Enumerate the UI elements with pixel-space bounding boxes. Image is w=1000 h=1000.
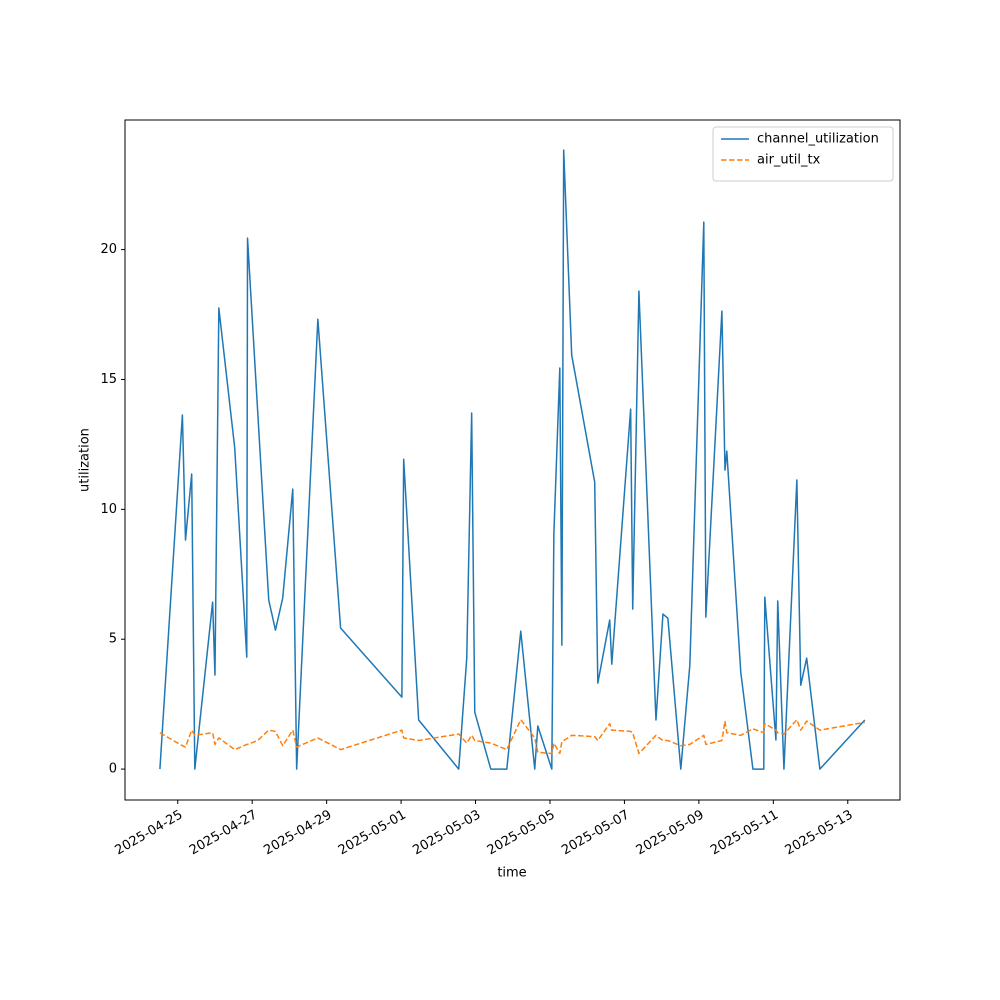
series-line — [159, 718, 865, 755]
y-axis-label: utilization — [78, 428, 93, 492]
legend-label: air_util_tx — [757, 153, 821, 168]
x-tick-label: 2025-05-09 — [634, 808, 707, 859]
x-tick-label: 2025-04-25 — [113, 808, 186, 859]
x-tick-label: 2025-05-11 — [708, 808, 781, 859]
series-line — [159, 149, 866, 770]
x-tick-label: 2025-05-05 — [485, 808, 558, 859]
y-tick-label: 5 — [109, 632, 117, 647]
legend-box — [712, 126, 894, 182]
x-tick-label: 2025-05-13 — [783, 808, 856, 859]
x-tick-label: 2025-04-27 — [187, 808, 260, 859]
y-tick-label: 20 — [100, 242, 117, 257]
x-tick-label: 2025-04-29 — [261, 808, 334, 859]
x-tick-label: 2025-05-07 — [559, 808, 632, 859]
y-tick-label: 0 — [109, 762, 117, 777]
y-tick-label: 10 — [100, 502, 117, 517]
x-tick-label: 2025-05-03 — [410, 808, 483, 859]
x-tick-label: 2025-05-01 — [336, 808, 409, 859]
x-axis-label: time — [497, 866, 526, 881]
y-tick-label: 15 — [100, 372, 117, 387]
plot-frame — [124, 119, 901, 801]
legend-label: channel_utilization — [757, 132, 879, 147]
